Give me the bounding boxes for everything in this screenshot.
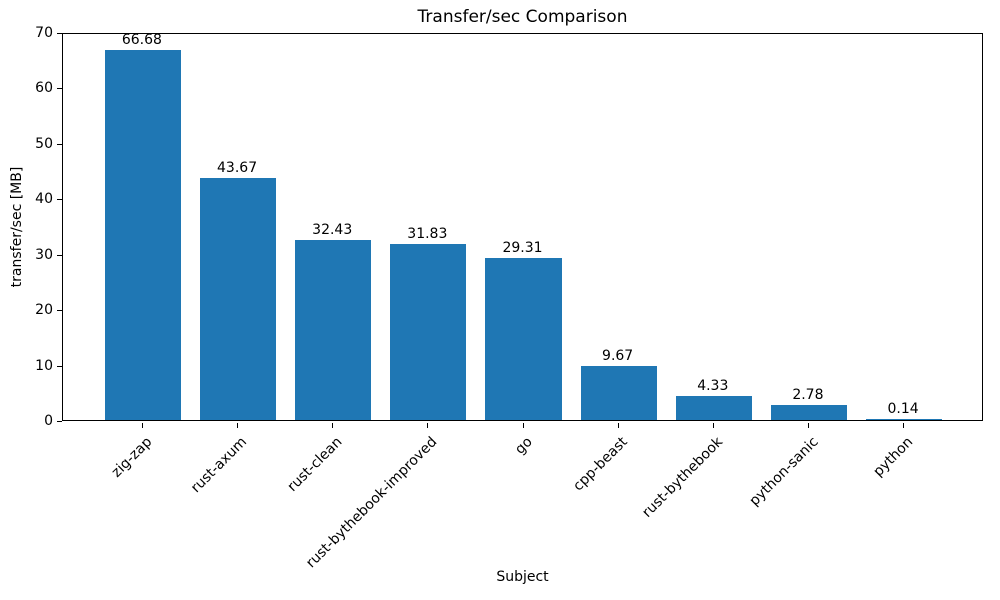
bar-value-label: 31.83 bbox=[407, 225, 448, 242]
bar bbox=[485, 257, 562, 420]
y-tick-mark bbox=[57, 143, 62, 145]
x-tick-mark bbox=[807, 423, 809, 428]
y-tick-mark bbox=[57, 254, 62, 256]
bar-value-label: 4.33 bbox=[697, 377, 729, 394]
bar bbox=[104, 50, 181, 420]
x-axis-label: Subject bbox=[496, 569, 549, 585]
y-tick-label: 20 bbox=[35, 302, 53, 319]
y-tick-label: 10 bbox=[35, 357, 53, 374]
y-tick-mark bbox=[57, 421, 62, 422]
y-tick-label: 70 bbox=[35, 25, 53, 41]
x-tick-mark bbox=[617, 423, 619, 428]
bar-value-label: 9.67 bbox=[602, 348, 634, 365]
y-tick-label: 30 bbox=[35, 246, 53, 263]
x-tick-mark bbox=[427, 423, 429, 428]
bar-value-label: 66.68 bbox=[121, 32, 162, 49]
y-tick-label: 50 bbox=[35, 135, 53, 152]
y-tick-mark bbox=[57, 310, 62, 312]
y-tick-label: 0 bbox=[44, 413, 53, 429]
bar bbox=[580, 366, 657, 420]
bar-value-label: 29.31 bbox=[502, 239, 543, 256]
bar-value-label: 0.14 bbox=[887, 401, 919, 418]
y-tick-label: 60 bbox=[35, 80, 53, 97]
y-axis-label: transfer/sec [MB] bbox=[9, 166, 25, 288]
x-tick-mark bbox=[712, 423, 714, 428]
y-tick-label: 40 bbox=[35, 191, 53, 208]
x-tick-label-wrap: python bbox=[605, 431, 916, 480]
bar-value-label: 32.43 bbox=[312, 222, 353, 239]
plot-area bbox=[62, 33, 983, 421]
x-tick-mark bbox=[903, 423, 905, 428]
x-tick-mark bbox=[522, 423, 524, 428]
y-tick-mark bbox=[57, 365, 62, 367]
bar bbox=[390, 243, 467, 420]
bar bbox=[770, 404, 847, 420]
y-tick-mark bbox=[57, 33, 62, 34]
bar bbox=[866, 419, 943, 420]
bar-value-label: 2.78 bbox=[792, 386, 824, 403]
bar bbox=[295, 240, 372, 420]
bar-value-label: 43.67 bbox=[217, 159, 258, 176]
chart-title: Transfer/sec Comparison bbox=[417, 7, 628, 27]
y-tick-mark bbox=[57, 88, 62, 90]
x-tick-mark bbox=[237, 423, 239, 428]
x-tick-label: python bbox=[870, 434, 917, 480]
bar bbox=[675, 396, 752, 420]
y-tick-mark bbox=[57, 199, 62, 201]
x-tick-mark bbox=[332, 423, 334, 428]
bar bbox=[200, 177, 277, 420]
x-tick-mark bbox=[141, 423, 143, 428]
